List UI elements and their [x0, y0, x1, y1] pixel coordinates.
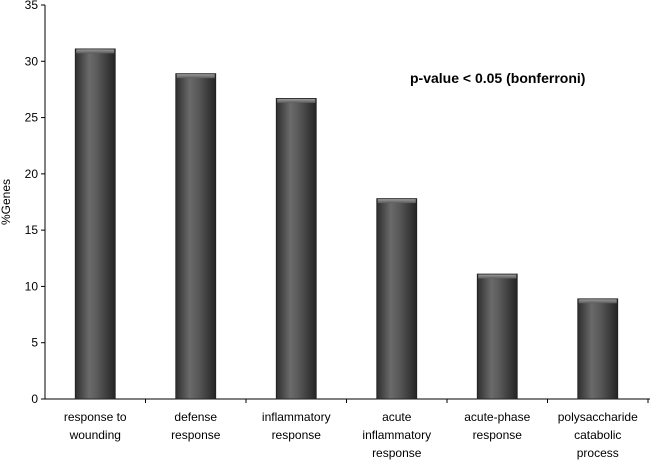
bar-top-highlight [277, 98, 316, 103]
x-tick-label: polysaccharide catabolic process [558, 410, 638, 460]
y-tick-label: 0 [31, 392, 38, 406]
bar-6 [577, 298, 619, 400]
x-tick-label-line: polysaccharide [558, 410, 638, 424]
y-tick-label: 30 [25, 54, 39, 68]
y-ticks: 0 5 10 15 20 25 30 35 [25, 0, 45, 406]
bar-top-highlight [478, 274, 517, 279]
x-tick-label-line: inflammatory [362, 428, 431, 442]
bar-body [175, 73, 217, 400]
x-tick-label: acute-phase response [464, 410, 530, 442]
bar-body [376, 198, 418, 400]
y-axis-label: %Genes [0, 179, 13, 225]
axes [44, 5, 650, 400]
x-tick-label-line: acute-phase [464, 410, 530, 424]
x-tick-label-line: defense [174, 410, 217, 424]
y-tick-label: 35 [25, 0, 39, 12]
bar-body [275, 98, 317, 400]
x-tick-label-line: catabolic [574, 428, 621, 442]
y-tick-label: 5 [31, 336, 38, 350]
x-tick-label-line: inflammatory [262, 410, 331, 424]
x-tick-label: response to wounding [64, 410, 127, 442]
bar-5 [476, 273, 518, 400]
x-tick-label-line: response [372, 446, 422, 460]
x-tick-label: defense response [171, 410, 221, 442]
x-tick-label-line: response [473, 428, 523, 442]
x-tick-label-line: response [272, 428, 322, 442]
bar-top-highlight [578, 299, 617, 304]
bar-2 [175, 73, 217, 400]
bar-4 [376, 198, 418, 400]
bars [74, 48, 619, 400]
x-tick-label: inflammatory response [262, 410, 331, 442]
bar-top-highlight [377, 199, 416, 204]
x-tick-label-line: acute [382, 410, 412, 424]
y-tick-label: 20 [25, 167, 39, 181]
y-tick-label: 15 [25, 223, 39, 237]
bar-3 [275, 98, 317, 400]
x-tick-label: acute inflammatory response [362, 410, 431, 460]
y-tick-label: 10 [25, 279, 39, 293]
y-tick-label: 25 [25, 111, 39, 125]
x-tick-label-line: response to [64, 410, 127, 424]
significance-annotation: p-value < 0.05 (bonferroni) [410, 70, 585, 86]
x-tick-label-line: wounding [69, 428, 121, 442]
bar-top-highlight [76, 49, 115, 54]
bar-body [476, 273, 518, 400]
x-tick-label-line: response [171, 428, 221, 442]
bar-1 [74, 48, 116, 400]
bar-body [577, 298, 619, 400]
bar-body [74, 48, 116, 400]
x-tick-label-line: process [577, 446, 619, 460]
bar-top-highlight [176, 74, 215, 79]
